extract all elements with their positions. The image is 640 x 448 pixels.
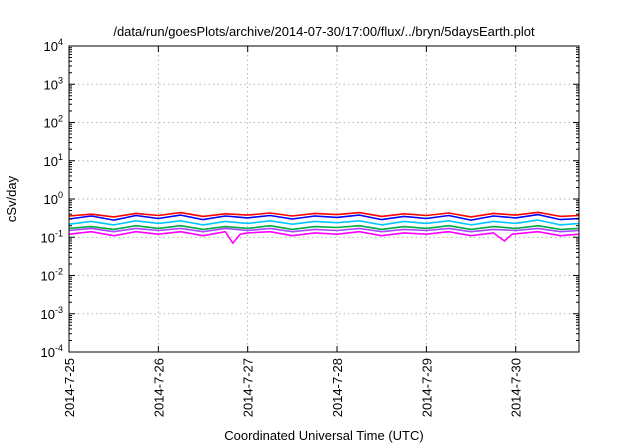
y-tick-label-8: 104: [44, 37, 63, 54]
y-axis-label: cSv/day: [4, 175, 19, 222]
y-tick-label-6: 102: [44, 114, 63, 131]
series-line-4: [68, 227, 580, 233]
x-tick-label-1: 2014-7-26: [151, 358, 166, 417]
y-tick-label-4: 100: [44, 190, 63, 207]
y-tick-labels: 10-4 10-3 10-2 10-1 100 101 102 103 104: [41, 37, 63, 360]
x-tick-label-5: 2014-7-30: [509, 358, 524, 417]
series-line-0: [68, 211, 580, 218]
x-tick-label-3: 2014-7-28: [330, 358, 345, 417]
x-tick-label-2: 2014-7-27: [241, 358, 256, 417]
y-tick-label-1: 10-3: [41, 305, 63, 322]
y-tick-label-7: 103: [44, 75, 63, 92]
x-tick-labels: 2014-7-25 2014-7-26 2014-7-27 2014-7-28 2014…: [62, 358, 524, 417]
chart-title: /data/run/goesPlots/archive/2014-07-30/1…: [113, 24, 535, 39]
series-line-1: [68, 213, 580, 221]
x-tick-label-4: 2014-7-29: [419, 358, 434, 417]
y-tick-label-0: 10-4: [41, 343, 63, 360]
grid: [69, 46, 579, 352]
ticks: [68, 45, 579, 353]
y-tick-label-3: 10-1: [41, 228, 63, 245]
x-tick-label-0: 2014-7-25: [62, 358, 77, 417]
y-tick-label-5: 101: [44, 152, 63, 169]
series-line-3: [68, 224, 580, 231]
series-line-2: [68, 219, 580, 226]
series-line-5: [68, 230, 580, 244]
y-tick-label-2: 10-2: [41, 267, 63, 284]
x-axis-label: Coordinated Universal Time (UTC): [224, 428, 423, 443]
series-layer: [68, 211, 580, 244]
